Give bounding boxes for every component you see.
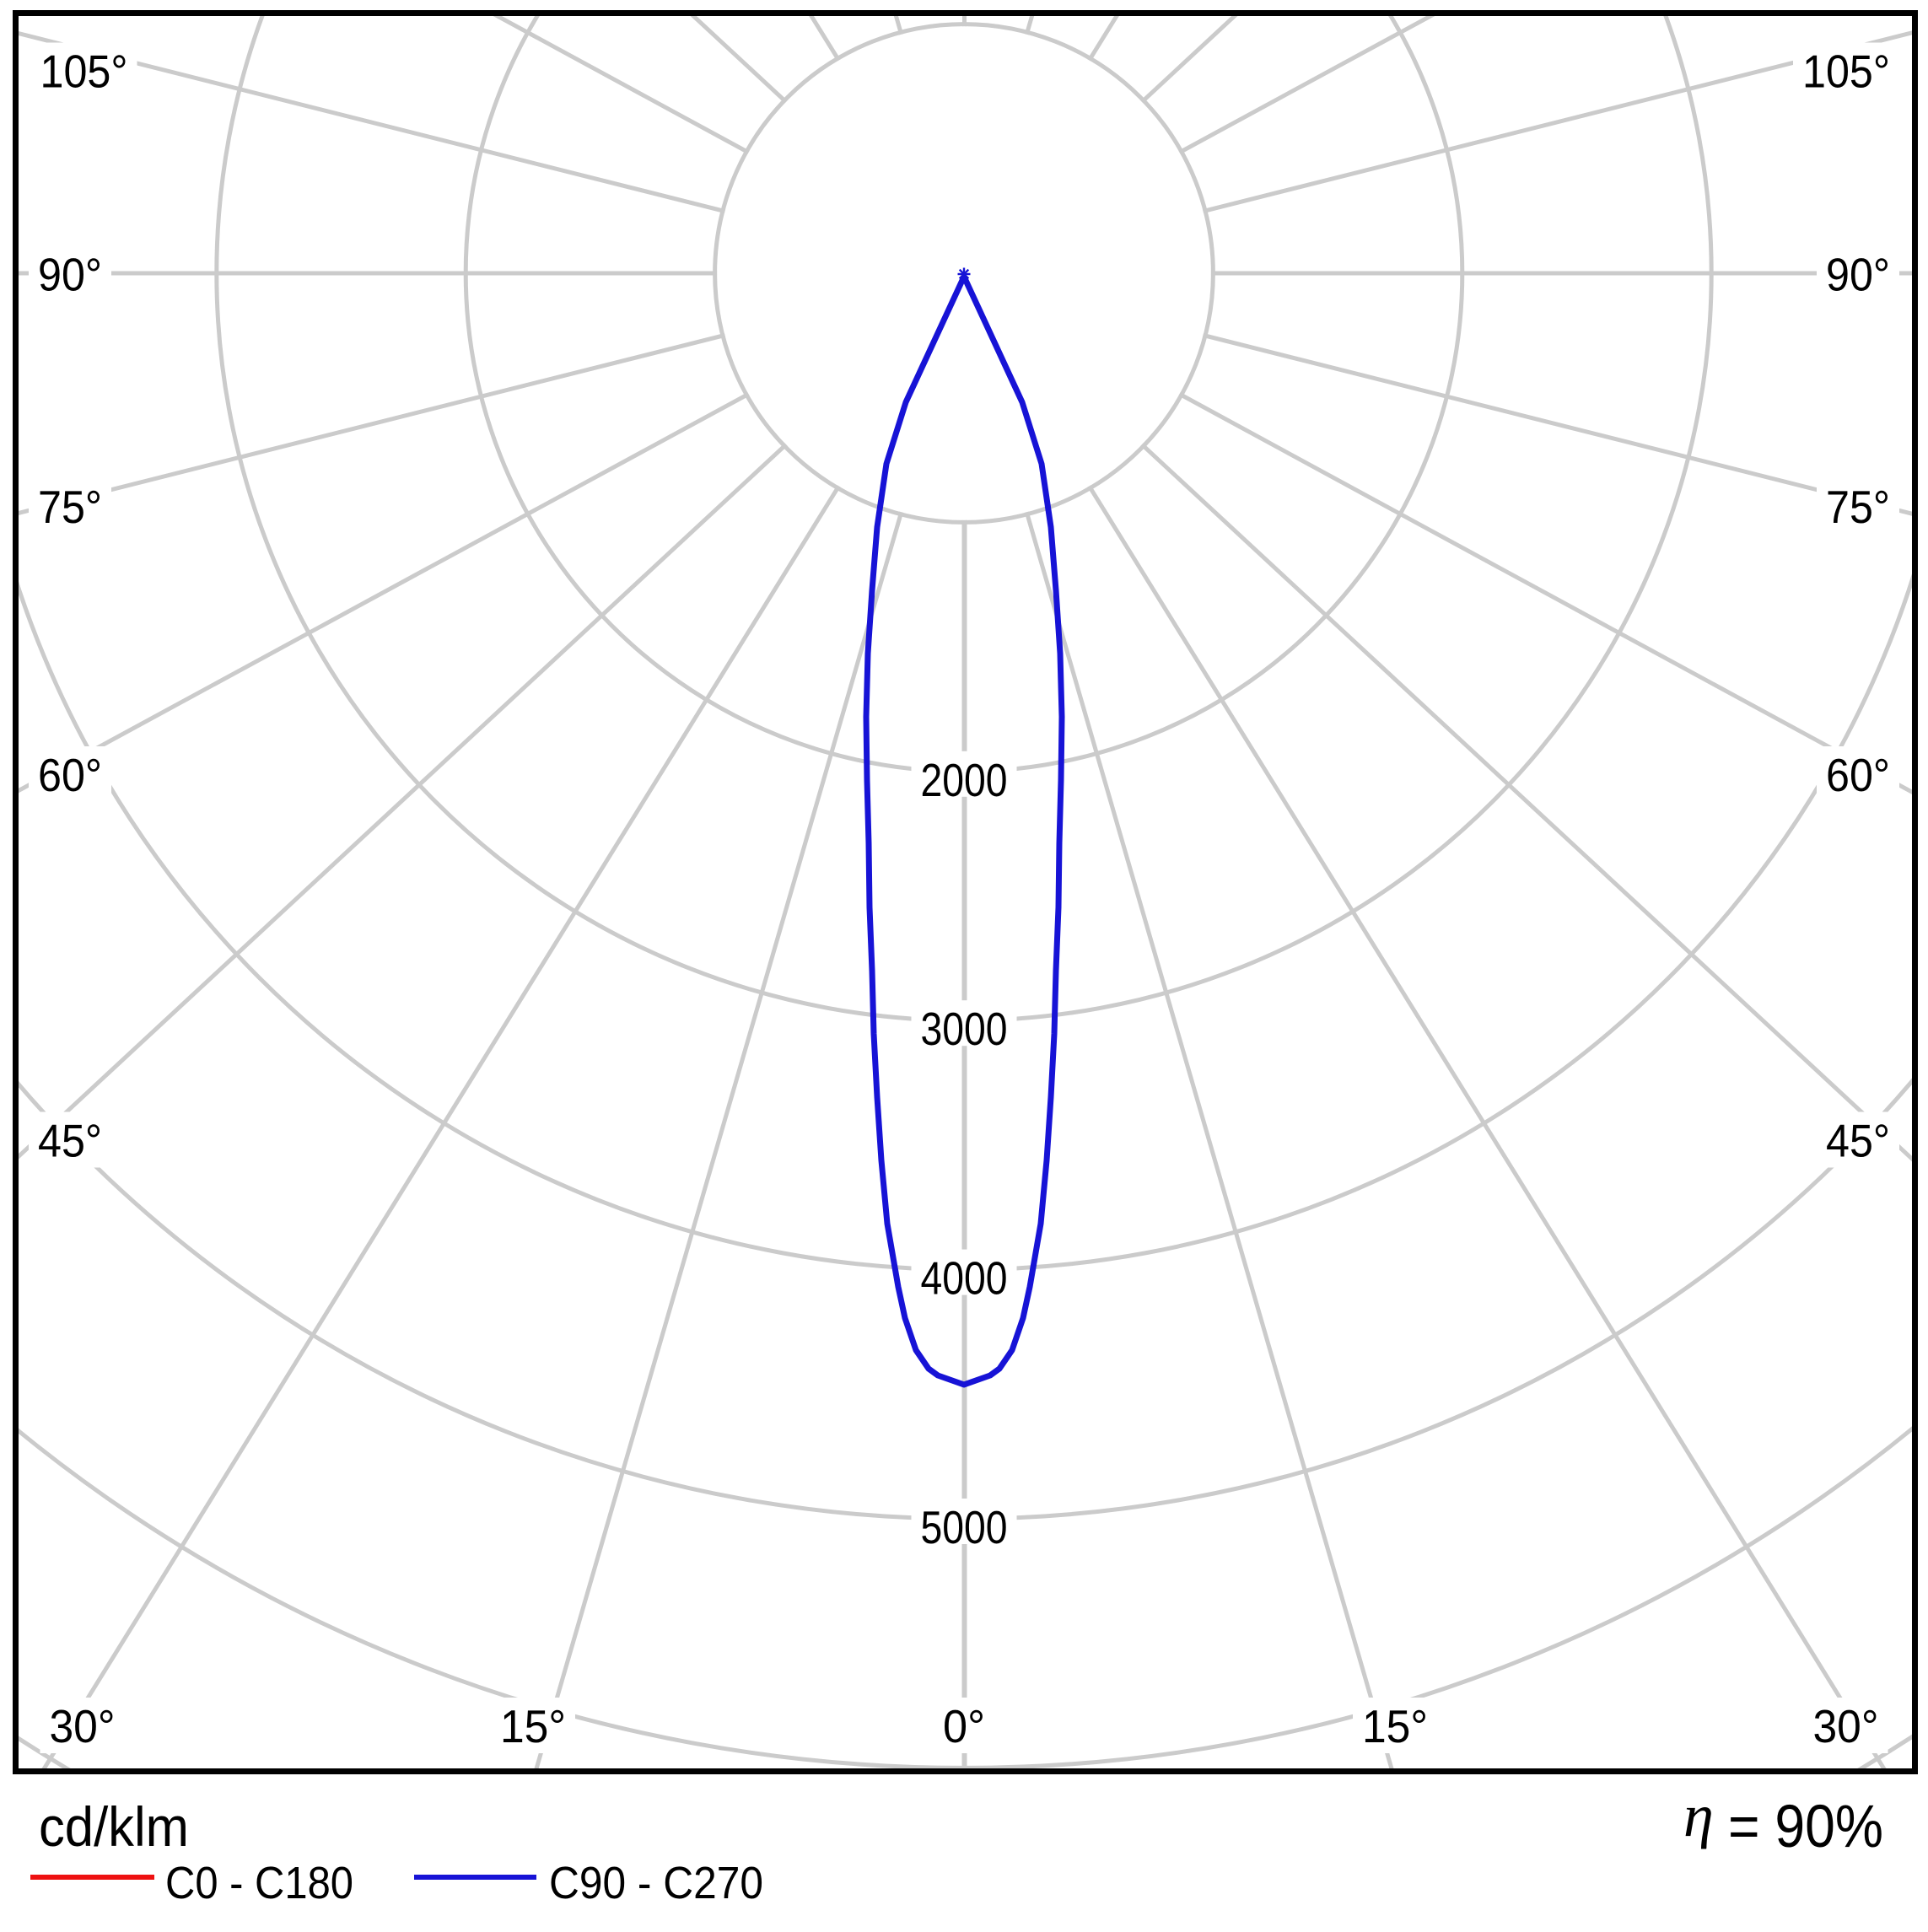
svg-text:90°: 90° <box>1826 249 1890 301</box>
svg-text:cd/klm: cd/klm <box>39 1795 189 1858</box>
svg-text:2000: 2000 <box>921 754 1008 806</box>
svg-text:5000: 5000 <box>921 1501 1008 1553</box>
svg-text:60°: 60° <box>38 749 102 801</box>
svg-text:15°: 15° <box>1362 1700 1428 1752</box>
svg-text:60°: 60° <box>1826 749 1890 801</box>
svg-text:C0 - C180: C0 - C180 <box>165 1858 353 1908</box>
svg-text:105°: 105° <box>40 46 128 98</box>
svg-text:0°: 0° <box>943 1700 985 1752</box>
svg-text:4000: 4000 <box>921 1252 1008 1305</box>
svg-text:30°: 30° <box>50 1700 116 1752</box>
svg-text:η: η <box>1683 1782 1714 1849</box>
svg-text:45°: 45° <box>38 1115 102 1167</box>
svg-text:15°: 15° <box>500 1700 566 1752</box>
svg-text:75°: 75° <box>1826 481 1890 533</box>
svg-text:45°: 45° <box>1826 1115 1890 1167</box>
svg-text:105°: 105° <box>1802 46 1890 98</box>
svg-text:90°: 90° <box>38 249 102 301</box>
svg-text:75°: 75° <box>38 481 102 533</box>
svg-text:= 90%: = 90% <box>1728 1794 1883 1860</box>
svg-text:3000: 3000 <box>921 1003 1008 1055</box>
svg-text:30°: 30° <box>1813 1700 1879 1752</box>
svg-text:C90 - C270: C90 - C270 <box>549 1858 763 1908</box>
